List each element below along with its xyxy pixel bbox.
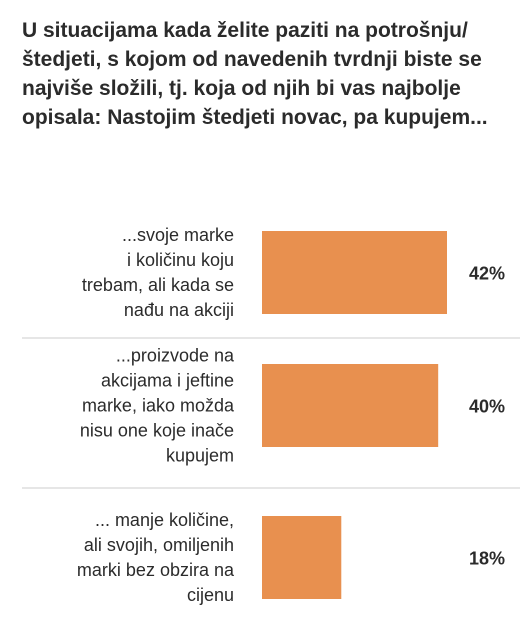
value-label-2: 40% <box>469 397 505 417</box>
category-label-3: ... manje količine, ali svojih, omiljenih… <box>77 510 235 605</box>
value-label-1: 42% <box>469 264 505 284</box>
category-label-1: ...svoje marke i količinu koju trebam, ali… <box>82 225 234 320</box>
bar-3 <box>262 516 342 599</box>
bar-1 <box>262 231 447 314</box>
value-label-3: 18% <box>469 549 505 569</box>
bar-2 <box>262 364 439 447</box>
chart-title: U situacijama kada želite paziti na potr… <box>22 19 488 129</box>
category-label-2: ...proizvode na akcijama i jeftine marke, … <box>80 346 235 466</box>
